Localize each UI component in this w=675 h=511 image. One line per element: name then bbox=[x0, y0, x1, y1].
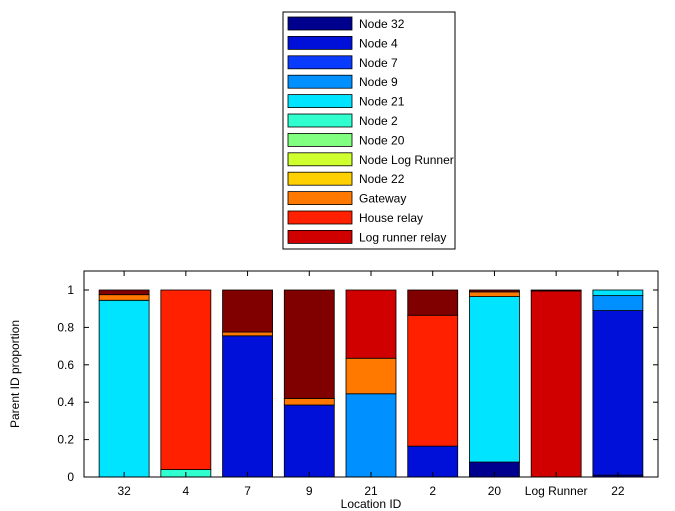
legend-label: House relay bbox=[359, 211, 423, 225]
bar-segment-22-s1 bbox=[592, 310, 644, 476]
bar-segment-22-s4 bbox=[592, 289, 644, 297]
y-tick-label: 0.6 bbox=[57, 358, 74, 372]
legend-swatch bbox=[287, 210, 353, 225]
x-tick-label: 2 bbox=[429, 484, 436, 498]
bar-segment-20-s4 bbox=[469, 296, 520, 463]
x-tick-label: 4 bbox=[182, 484, 189, 498]
bar-segment-log-runner-s11 bbox=[530, 290, 582, 478]
y-tick-label: 0 bbox=[67, 470, 74, 484]
legend-label: Node 21 bbox=[359, 95, 405, 109]
bar-segment-7-s9 bbox=[222, 331, 273, 337]
bar-segment-21-s9 bbox=[345, 357, 397, 395]
y-tick-label: 0.8 bbox=[57, 320, 74, 334]
legend-label: Node 4 bbox=[359, 36, 398, 50]
legend-swatch bbox=[287, 55, 353, 70]
legend-swatch bbox=[287, 94, 353, 108]
bar-segment-32-s4 bbox=[98, 299, 150, 478]
x-axis: 32 4 7 9 21 2 20 Log Runner 22 bbox=[117, 271, 625, 498]
legend-swatch bbox=[287, 132, 353, 147]
y-tick-label: 1 bbox=[67, 283, 74, 297]
y-axis-label: Parent ID proportion bbox=[8, 320, 22, 428]
legend-swatch bbox=[287, 191, 353, 206]
bar-segment-7-s12 bbox=[222, 289, 273, 333]
legend-swatch bbox=[287, 74, 353, 89]
y-tick-label: 0.4 bbox=[57, 395, 74, 409]
bar-segment-2-s10 bbox=[407, 314, 459, 447]
legend-swatch bbox=[287, 36, 353, 50]
bar-segment-20-s12 bbox=[469, 289, 520, 293]
bar-segment-21-s3 bbox=[345, 393, 397, 478]
y-tick-label: 0.2 bbox=[57, 433, 74, 447]
bar-segment-4-s10 bbox=[160, 289, 212, 470]
x-tick-label: 7 bbox=[244, 484, 251, 498]
bar-segment-2-s1 bbox=[407, 445, 459, 478]
x-tick-label: 32 bbox=[117, 484, 131, 498]
bar-segment-log-runner-s12 bbox=[530, 289, 582, 292]
legend-swatch bbox=[287, 152, 353, 167]
x-tick-label: 20 bbox=[488, 484, 502, 498]
legend-swatch bbox=[287, 229, 353, 244]
bar-segment-9-s9 bbox=[283, 398, 335, 406]
legend: Node 32 Node 4 Node 7 Node 9 Node 21 Node 2 No… bbox=[287, 16, 454, 244]
bar-segment-9-s1 bbox=[283, 404, 335, 478]
legend-label: Node Log Runner bbox=[359, 153, 454, 167]
bars bbox=[98, 289, 644, 478]
legend-label: Node 20 bbox=[359, 133, 405, 147]
bar-segment-9-s12 bbox=[283, 289, 335, 399]
x-tick-label: 9 bbox=[306, 484, 313, 498]
x-tick-label: 21 bbox=[364, 484, 378, 498]
bar-segment-32-s12 bbox=[98, 289, 150, 296]
legend-label: Node 22 bbox=[359, 172, 405, 186]
legend-swatch bbox=[287, 16, 353, 31]
y-axis: 0 0.2 0.4 0.6 0.8 1 bbox=[57, 283, 658, 484]
legend-box bbox=[282, 11, 456, 250]
legend-swatch bbox=[287, 113, 353, 128]
bar-segment-22-s3 bbox=[592, 295, 644, 311]
legend-label: Log runner relay bbox=[359, 230, 446, 244]
bar-segment-21-s11 bbox=[345, 289, 397, 359]
legend-label: Node 7 bbox=[359, 56, 398, 70]
bar-segment-2-s12 bbox=[407, 289, 459, 316]
x-tick-label: Log Runner bbox=[525, 484, 588, 498]
bar-segment-7-s1 bbox=[222, 335, 273, 478]
bar-segment-20-s9 bbox=[469, 291, 520, 297]
legend-label: Node 9 bbox=[359, 75, 398, 89]
bar-segment-32-s9 bbox=[98, 294, 150, 301]
x-tick-label: 22 bbox=[611, 484, 625, 498]
x-axis-label: Location ID bbox=[341, 497, 402, 511]
legend-label: Node 2 bbox=[359, 114, 398, 128]
legend-label: Gateway bbox=[359, 192, 406, 206]
legend-label: Node 32 bbox=[359, 17, 405, 31]
legend-swatch bbox=[287, 171, 353, 186]
